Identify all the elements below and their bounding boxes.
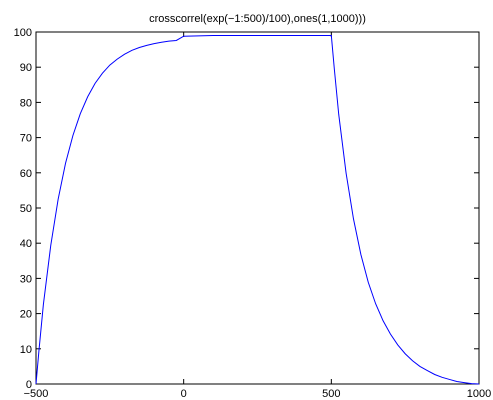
chart-title: crosscorrel(exp(−1:500)/100),ones(1,1000… xyxy=(149,13,366,25)
y-tick-label: 50 xyxy=(20,203,32,215)
axes-box xyxy=(35,31,480,385)
y-tick-label: 80 xyxy=(20,97,32,109)
y-tick-label: 20 xyxy=(20,309,32,321)
x-axis: −500 0 500 1000 xyxy=(24,32,491,400)
y-tick-label: 40 xyxy=(20,238,32,250)
series-layer xyxy=(35,35,480,385)
y-tick-label: 70 xyxy=(20,133,32,145)
x-tick-label: 500 xyxy=(322,388,340,400)
y-tick-label: 30 xyxy=(20,273,32,285)
y-tick-label: 100 xyxy=(14,27,32,39)
y-tick-label: 10 xyxy=(20,344,32,356)
x-tick-label: −500 xyxy=(24,388,49,400)
x-tick-label: 0 xyxy=(181,388,187,400)
x-tick-label: 1000 xyxy=(467,388,491,400)
y-tick-label: 0 xyxy=(26,379,32,391)
y-tick-label: 90 xyxy=(20,62,32,74)
series-line xyxy=(35,35,480,385)
y-tick-label: 60 xyxy=(20,168,32,180)
y-axis: 0 10 20 30 40 50 60 70 80 90 100 xyxy=(14,27,479,391)
